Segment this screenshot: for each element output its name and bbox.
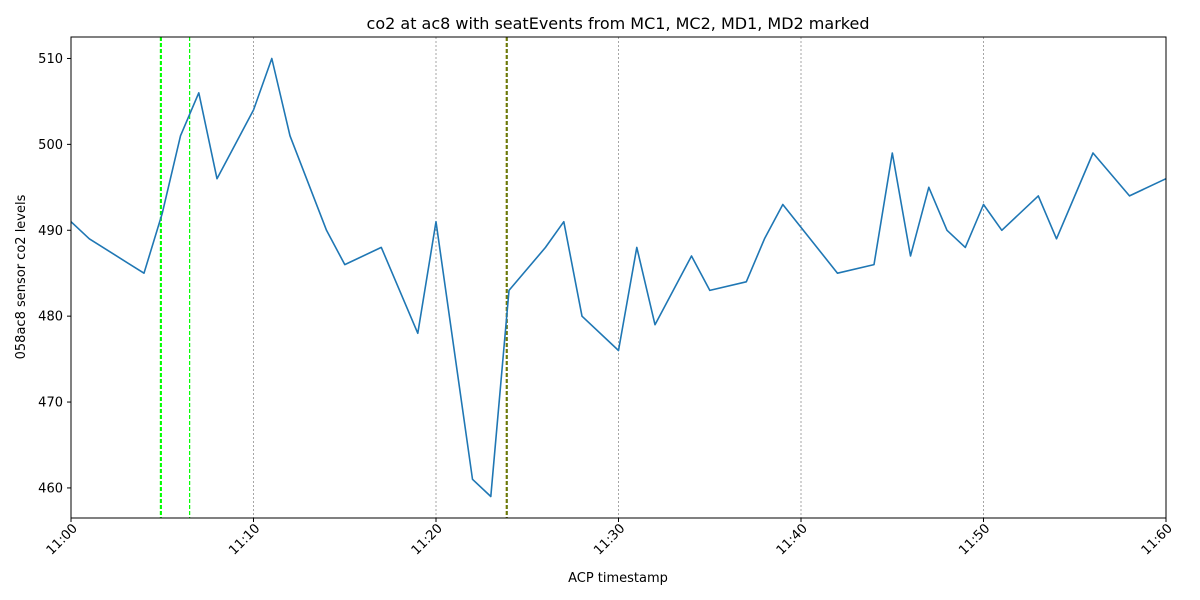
seat-event-markers [159,37,508,518]
y-tick-label-0: 460 [38,481,63,496]
x-tick-label-3: 11:30 [591,521,628,558]
series-layer [70,57,1167,498]
y-axis: 460 470 480 490 500 510 [38,52,71,496]
y-tick-label-2: 480 [38,310,63,325]
y-axis-label: 058ac8 sensor co2 levels [14,194,29,359]
y-tick-label-1: 470 [38,396,63,411]
y-tick-label-5: 510 [38,52,63,67]
x-axis: 11:00 11:10 11:20 11:30 11:40 11:50 11:60 [44,518,1176,558]
x-tick-label-4: 11:40 [774,521,811,558]
x-axis-label: ACP timestamp [568,571,668,586]
series-line-0 [70,57,1167,498]
x-tick-label-0: 11:00 [44,521,81,558]
y-tick-label-3: 490 [38,224,63,239]
grid-lines [253,37,984,518]
chart-title: co2 at ac8 with seatEvents from MC1, MC2… [367,14,870,33]
x-tick-label-6: 11:60 [1139,521,1176,558]
x-tick-label-5: 11:50 [956,521,993,558]
x-tick-label-2: 11:20 [409,521,446,558]
x-tick-label-1: 11:10 [226,521,263,558]
y-tick-label-4: 500 [38,138,63,153]
